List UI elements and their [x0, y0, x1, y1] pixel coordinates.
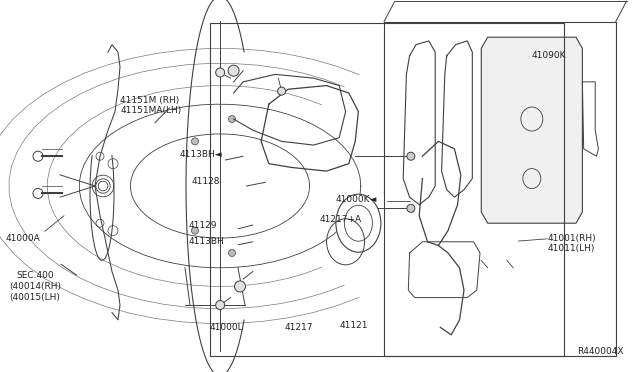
Text: 41151M (RH): 41151M (RH): [120, 96, 180, 105]
Circle shape: [191, 138, 198, 145]
Text: 41011(LH): 41011(LH): [548, 244, 595, 253]
Text: SEC.400: SEC.400: [16, 271, 54, 280]
Circle shape: [216, 68, 225, 77]
Circle shape: [228, 116, 236, 122]
Circle shape: [407, 204, 415, 212]
Text: 41217: 41217: [285, 323, 314, 332]
Circle shape: [33, 189, 43, 198]
Polygon shape: [481, 37, 582, 223]
Circle shape: [33, 151, 43, 161]
Text: 41090K: 41090K: [531, 51, 566, 60]
Text: 41151MA(LH): 41151MA(LH): [120, 106, 182, 115]
Circle shape: [234, 281, 246, 292]
Circle shape: [191, 227, 198, 234]
Circle shape: [278, 87, 285, 95]
Text: 41000L: 41000L: [210, 323, 244, 332]
Ellipse shape: [336, 194, 381, 252]
Circle shape: [228, 65, 239, 76]
Text: 4113BH◄: 4113BH◄: [179, 150, 222, 159]
Text: (40015(LH): (40015(LH): [10, 293, 60, 302]
Text: (40014(RH): (40014(RH): [10, 282, 61, 291]
Text: 41217+A: 41217+A: [320, 215, 362, 224]
Text: 41129: 41129: [189, 221, 218, 230]
Circle shape: [228, 250, 236, 256]
Text: 41000A: 41000A: [5, 234, 40, 243]
Text: 41000K◄: 41000K◄: [335, 195, 377, 203]
Text: R440004X: R440004X: [577, 347, 624, 356]
Text: 41001(RH): 41001(RH): [548, 234, 596, 243]
Text: 41121: 41121: [339, 321, 368, 330]
Circle shape: [216, 301, 225, 310]
Text: 4113BH: 4113BH: [189, 237, 225, 246]
Text: 41128: 41128: [192, 177, 221, 186]
Circle shape: [407, 152, 415, 160]
